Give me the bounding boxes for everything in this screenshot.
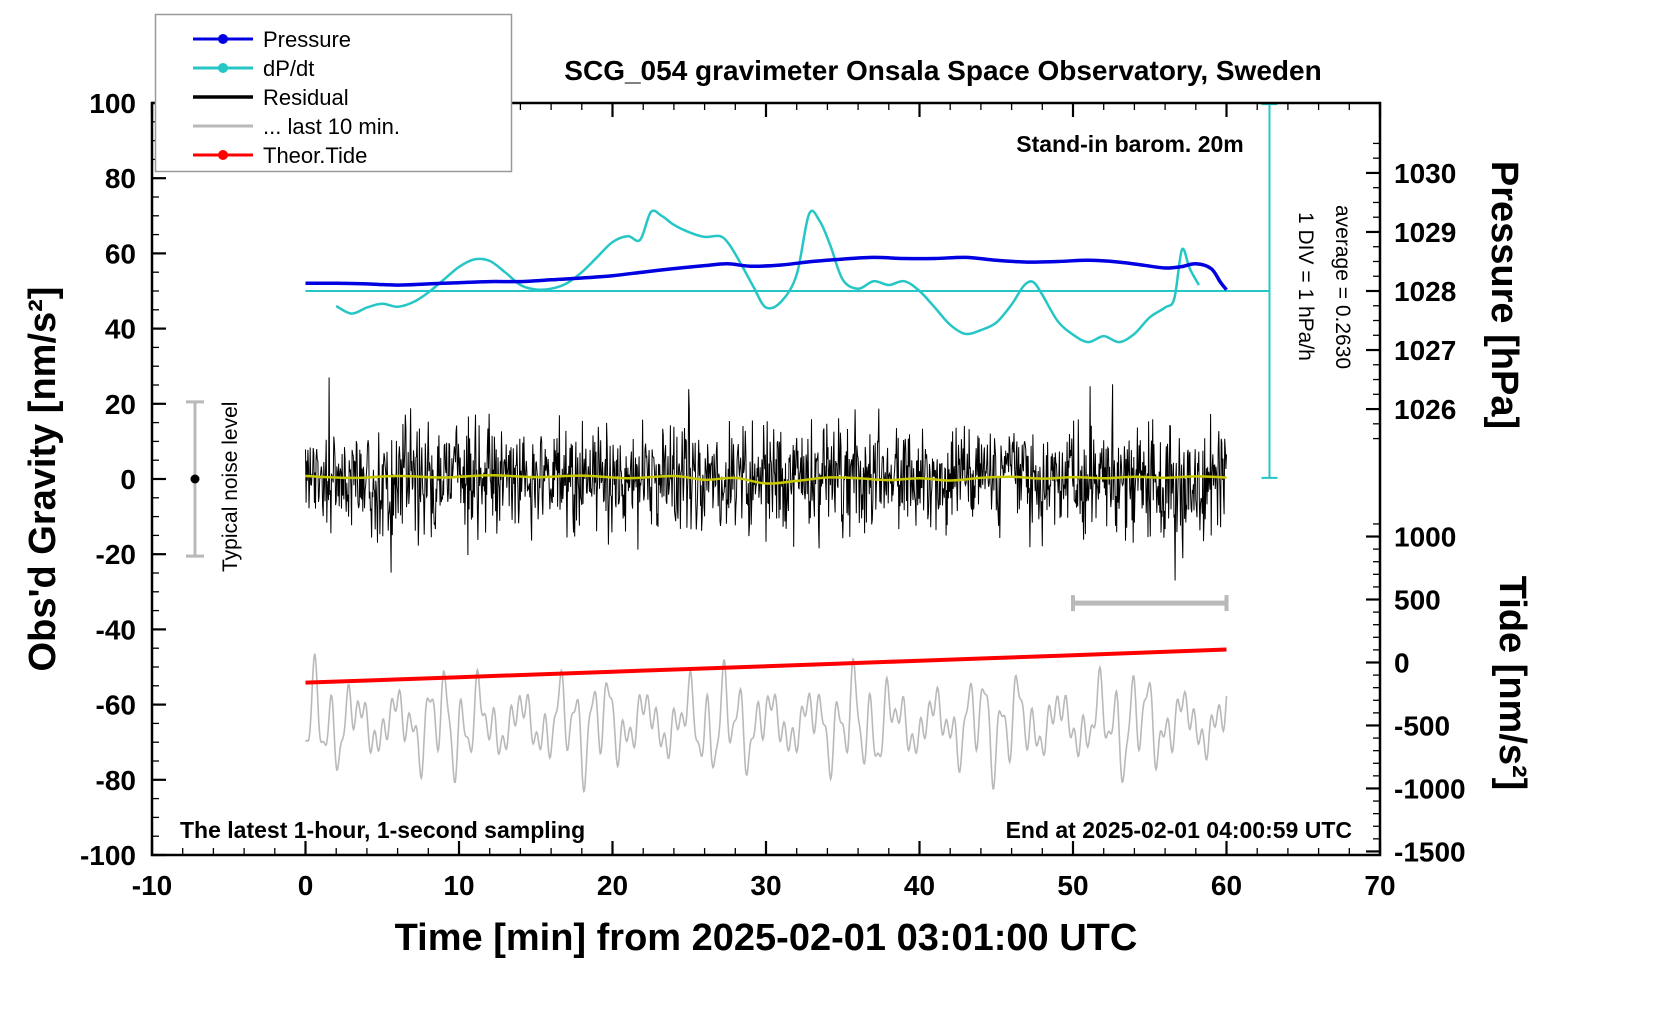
pressure-axis-label: Pressure [hPa] <box>1483 161 1525 429</box>
svg-text:20: 20 <box>597 870 628 901</box>
tide-series <box>305 647 1227 685</box>
svg-text:-40: -40 <box>96 614 136 645</box>
series-layer <box>304 209 1270 793</box>
legend-dot-dpdt <box>218 63 228 73</box>
y-left-axis-label: Obs'd Gravity [nm/s²] <box>22 287 64 672</box>
barometer-note: Stand-in barom. 20m <box>1016 131 1243 157</box>
svg-text:80: 80 <box>105 163 136 194</box>
svg-text:50: 50 <box>1057 870 1088 901</box>
svg-text:-10: -10 <box>132 870 172 901</box>
svg-text:0: 0 <box>120 464 136 495</box>
svg-text:70: 70 <box>1364 870 1395 901</box>
tide-axis-label: Tide [nm/s²] <box>1491 576 1533 791</box>
average-note: average = 0.2630 <box>1331 205 1354 369</box>
svg-text:1027: 1027 <box>1394 335 1456 366</box>
svg-text:-20: -20 <box>96 539 136 570</box>
svg-text:-100: -100 <box>80 840 136 871</box>
marker-layer <box>185 103 1278 612</box>
legend-label-residual: Residual <box>263 85 349 110</box>
svg-text:-80: -80 <box>96 765 136 796</box>
svg-text:-1500: -1500 <box>1394 836 1466 867</box>
legend-dot-pressure <box>218 34 228 44</box>
legend: Pressure dP/dt Residual ... last 10 min.… <box>154 13 513 173</box>
svg-text:500: 500 <box>1394 585 1441 616</box>
legend-dot-tide <box>218 150 228 160</box>
svg-text:20: 20 <box>105 389 136 420</box>
last10-series <box>304 653 1228 793</box>
svg-text:0: 0 <box>1394 647 1410 678</box>
axes-layer: -10 0 10 20 30 40 50 60 70-100-80-60-40-20020406… <box>80 88 1466 901</box>
chart-title: SCG_054 gravimeter Onsala Space Observat… <box>564 55 1321 86</box>
legend-item-dpdt: dP/dt <box>193 56 314 81</box>
svg-text:1029: 1029 <box>1394 217 1456 248</box>
svg-text:1000: 1000 <box>1394 522 1456 553</box>
svg-text:-1000: -1000 <box>1394 773 1466 804</box>
svg-text:10: 10 <box>443 870 474 901</box>
legend-item-pressure: Pressure <box>193 27 351 52</box>
svg-text:40: 40 <box>105 314 136 345</box>
svg-text:-500: -500 <box>1394 710 1450 741</box>
svg-text:-60: -60 <box>96 690 136 721</box>
end-time-note: End at 2025-02-01 04:00:59 UTC <box>1006 817 1352 843</box>
svg-text:0: 0 <box>298 870 314 901</box>
residual-series <box>305 377 1227 581</box>
legend-label-last10: ... last 10 min. <box>263 114 400 139</box>
pressure-series <box>305 255 1228 291</box>
plot-frame <box>150 101 1382 857</box>
x-axis-label: Time [min] from 2025-02-01 03:01:00 UTC <box>395 917 1138 959</box>
noise-bar-dot <box>190 474 200 484</box>
legend-item-residual: Residual <box>193 85 349 110</box>
svg-text:1028: 1028 <box>1394 276 1456 307</box>
svg-text:40: 40 <box>904 870 935 901</box>
plot-dynamic-layer: -10 0 10 20 30 40 50 60 70-100-80-60-40-20020406… <box>80 88 1466 901</box>
svg-text:30: 30 <box>750 870 781 901</box>
dpdt-series <box>335 209 1200 344</box>
div-scale-note: 1 DIV = 1 hPa/h <box>1294 212 1317 361</box>
svg-text:1030: 1030 <box>1394 158 1456 189</box>
legend-label-pressure: Pressure <box>263 27 351 52</box>
svg-text:1026: 1026 <box>1394 394 1456 425</box>
legend-item-last10: ... last 10 min. <box>193 114 400 139</box>
legend-label-dpdt: dP/dt <box>263 56 314 81</box>
residual-mean-series <box>305 473 1227 485</box>
sampling-note: The latest 1-hour, 1-second sampling <box>180 817 585 843</box>
legend-item-tide: Theor.Tide <box>193 143 367 168</box>
svg-text:60: 60 <box>105 238 136 269</box>
legend-label-tide: Theor.Tide <box>263 143 367 168</box>
noise-level-label: Typical noise level <box>219 402 242 572</box>
svg-text:60: 60 <box>1211 870 1242 901</box>
svg-text:100: 100 <box>89 88 136 119</box>
legend-box <box>154 13 513 173</box>
